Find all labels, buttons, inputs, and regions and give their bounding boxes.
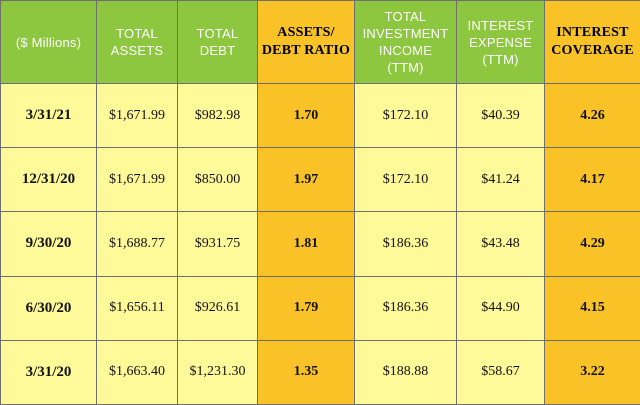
cell-assets-debt-ratio: 1.70 bbox=[257, 82, 355, 149]
cell-date: 12/31/20 bbox=[0, 147, 97, 213]
header-row: ($ Millions) TOTAL ASSETS TOTAL DEBT ASS… bbox=[0, 0, 640, 84]
table-row: 3/31/20 $1,663.40 $1,231.30 1.35 $188.88… bbox=[0, 339, 640, 405]
table-row: 6/30/20 $1,656.11 $926.61 1.79 $186.36 $… bbox=[0, 275, 640, 341]
cell-investment-income: $188.88 bbox=[354, 339, 457, 405]
cell-total-assets: $1,688.77 bbox=[96, 211, 178, 277]
cell-assets-debt-ratio: 1.79 bbox=[257, 275, 355, 341]
header-units: ($ Millions) bbox=[0, 0, 97, 84]
cell-total-assets: $1,671.99 bbox=[96, 82, 178, 149]
cell-investment-income: $186.36 bbox=[354, 211, 457, 277]
cell-investment-income: $186.36 bbox=[354, 275, 457, 341]
cell-total-assets: $1,671.99 bbox=[96, 147, 178, 213]
cell-interest-expense: $40.39 bbox=[456, 82, 545, 149]
cell-total-assets: $1,656.11 bbox=[96, 275, 178, 341]
cell-assets-debt-ratio: 1.35 bbox=[257, 339, 355, 405]
cell-interest-expense: $43.48 bbox=[456, 211, 545, 277]
cell-total-debt: $926.61 bbox=[177, 275, 258, 341]
cell-interest-coverage: 4.17 bbox=[544, 147, 640, 213]
cell-date: 9/30/20 bbox=[0, 211, 97, 277]
header-line: DEBT bbox=[199, 43, 236, 58]
cell-total-debt: $850.00 bbox=[177, 147, 258, 213]
header-line: INTEREST bbox=[467, 17, 534, 33]
cell-total-debt: $931.75 bbox=[177, 211, 258, 277]
cell-date: 6/30/20 bbox=[0, 275, 97, 341]
cell-interest-expense: $41.24 bbox=[456, 147, 545, 213]
header-total-investment-income: TOTAL INVESTMENT INCOME (TTM) bbox=[354, 0, 457, 84]
cell-date: 3/31/21 bbox=[0, 82, 97, 149]
cell-interest-expense: $44.90 bbox=[456, 275, 545, 341]
header-line: DEBT RATIO bbox=[261, 43, 351, 58]
header-line: (TTM) bbox=[387, 60, 424, 75]
header-line: INTEREST bbox=[556, 25, 629, 40]
header-line: INVESTMENT bbox=[362, 26, 449, 41]
header-line: TOTAL bbox=[116, 26, 158, 41]
cell-investment-income: $172.10 bbox=[354, 82, 457, 149]
header-assets-debt-ratio: ASSETS/ DEBT RATIO bbox=[257, 0, 355, 84]
header-line: ASSETS bbox=[110, 43, 164, 58]
cell-interest-coverage: 3.22 bbox=[544, 339, 640, 405]
cell-total-assets: $1,663.40 bbox=[96, 339, 178, 405]
header-interest-coverage: INTEREST COVERAGE bbox=[544, 0, 640, 84]
cell-assets-debt-ratio: 1.97 bbox=[257, 147, 355, 213]
header-line: COVERAGE bbox=[551, 43, 634, 58]
cell-investment-income: $172.10 bbox=[354, 147, 457, 213]
cell-interest-coverage: 4.26 bbox=[544, 82, 640, 149]
header-line: (TTM) bbox=[482, 51, 519, 67]
header-total-assets: TOTAL ASSETS bbox=[96, 0, 178, 84]
header-line: INCOME bbox=[378, 43, 433, 58]
header-line: ($ Millions) bbox=[15, 34, 82, 50]
cell-assets-debt-ratio: 1.81 bbox=[257, 211, 355, 277]
header-line: TOTAL bbox=[196, 26, 239, 41]
cell-date: 3/31/20 bbox=[0, 339, 97, 405]
header-total-debt: TOTAL DEBT bbox=[177, 0, 258, 84]
cell-total-debt: $1,231.30 bbox=[177, 339, 258, 405]
table-row: 9/30/20 $1,688.77 $931.75 1.81 $186.36 $… bbox=[0, 211, 640, 277]
table-row: 3/31/21 $1,671.99 $982.98 1.70 $172.10 $… bbox=[0, 82, 640, 149]
header-line: EXPENSE bbox=[469, 34, 532, 50]
cell-interest-expense: $58.67 bbox=[456, 339, 545, 405]
cell-total-debt: $982.98 bbox=[177, 82, 258, 149]
cell-interest-coverage: 4.15 bbox=[544, 275, 640, 341]
header-line: ASSETS/ bbox=[277, 25, 335, 40]
header-interest-expense: INTEREST EXPENSE (TTM) bbox=[456, 0, 545, 84]
table-row: 12/31/20 $1,671.99 $850.00 1.97 $172.10 … bbox=[0, 147, 640, 213]
header-line: TOTAL bbox=[384, 9, 427, 24]
cell-interest-coverage: 4.29 bbox=[544, 211, 640, 277]
